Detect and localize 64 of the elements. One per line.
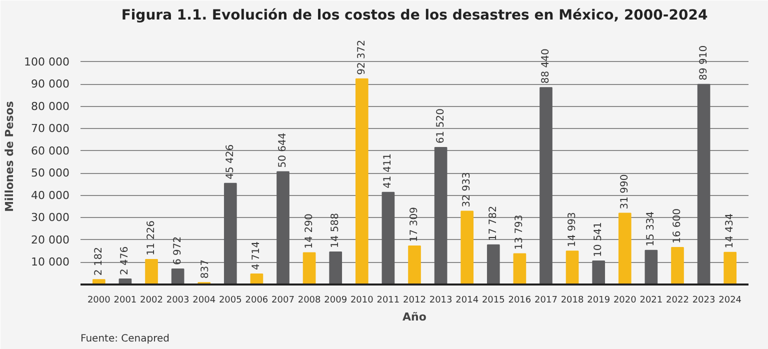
x-tick-label: 2001 xyxy=(114,296,137,306)
x-axis-title: Año xyxy=(402,310,427,324)
x-tick-label: 2020 xyxy=(613,296,637,306)
y-tick-label: 20 000 xyxy=(31,233,70,246)
x-tick-label: 2010 xyxy=(350,296,374,306)
data-label: 837 xyxy=(200,260,212,279)
data-label: 16 600 xyxy=(672,208,683,244)
data-label: 10 541 xyxy=(593,222,604,258)
data-label: 15 334 xyxy=(646,211,657,246)
x-tick-label: 2008 xyxy=(298,296,322,306)
x-tick-label: 2015 xyxy=(482,296,505,306)
data-label: 14 993 xyxy=(566,212,578,248)
data-label: 50 644 xyxy=(278,132,289,168)
y-axis-title: Millones de Pesos xyxy=(3,100,16,212)
data-label: 6 972 xyxy=(172,236,184,265)
x-tick-label: 2017 xyxy=(534,296,558,306)
data-label: 88 440 xyxy=(540,48,552,84)
y-tick-label: 10 000 xyxy=(31,256,70,269)
x-tick-label: 2019 xyxy=(587,296,610,306)
data-label: 17 782 xyxy=(488,206,499,241)
x-tick-label: 2023 xyxy=(692,296,716,306)
y-tick-label: 60 000 xyxy=(31,144,70,158)
x-tick-label: 2005 xyxy=(218,296,242,306)
data-label: 61 520 xyxy=(435,108,446,144)
x-tick-label: 2021 xyxy=(640,296,663,306)
x-tick-label: 2022 xyxy=(666,296,689,306)
x-tick-label: 2014 xyxy=(456,296,479,306)
data-label: 89 910 xyxy=(698,45,710,80)
data-label: 32 933 xyxy=(462,172,473,208)
x-tick-label: 2011 xyxy=(376,296,400,306)
data-label: 45 426 xyxy=(224,144,236,180)
x-tick-label: 2012 xyxy=(403,296,426,306)
x-tick-label: 2024 xyxy=(718,296,742,306)
source-note: Fuente: Cenapred xyxy=(80,334,170,344)
x-tick-label: 2018 xyxy=(560,296,584,306)
y-tick-label: 50 000 xyxy=(31,166,70,180)
y-tick-label: 90 000 xyxy=(31,78,70,91)
x-tick-label: 2009 xyxy=(324,296,348,306)
data-label: 41 411 xyxy=(382,153,394,188)
x-tick-label: 2003 xyxy=(166,296,190,306)
data-label: 31 990 xyxy=(619,174,630,210)
data-label: 14 434 xyxy=(724,213,736,248)
chart-title: Figura 1.1. Evolución de los costos de los desastres en México, 2000-2024 xyxy=(121,8,708,24)
y-tick-label: 30 000 xyxy=(31,211,70,224)
y-tick-label: 80 000 xyxy=(31,100,70,113)
data-label: 2 476 xyxy=(120,246,131,275)
data-label: 14 290 xyxy=(304,214,315,249)
y-tick-label: 40 000 xyxy=(31,188,70,202)
data-label: 4 714 xyxy=(251,241,262,270)
data-label: 13 793 xyxy=(514,214,526,250)
x-tick-label: 2004 xyxy=(192,296,216,306)
x-tick-label: 2000 xyxy=(87,296,111,306)
data-label: 14 588 xyxy=(330,213,342,248)
data-label: 92 372 xyxy=(356,40,368,75)
y-tick-label: 70 000 xyxy=(31,122,70,136)
x-tick-label: 2002 xyxy=(140,296,163,306)
x-tick-label: 2016 xyxy=(508,296,532,306)
data-label: 11 226 xyxy=(146,220,158,256)
x-tick-label: 2007 xyxy=(272,296,294,306)
data-label: 2 182 xyxy=(93,247,104,276)
data-label: 17 309 xyxy=(409,206,420,242)
y-tick-label: 100 000 xyxy=(24,55,70,68)
x-tick-label: 2006 xyxy=(245,296,268,306)
x-tick-label: 2013 xyxy=(429,296,452,306)
